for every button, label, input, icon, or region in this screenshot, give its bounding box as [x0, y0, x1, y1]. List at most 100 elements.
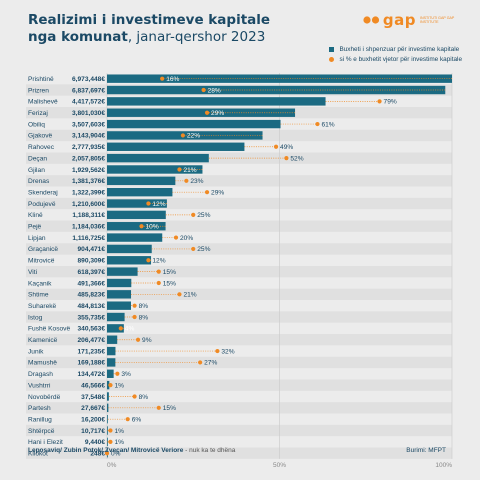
percent-dot [135, 337, 141, 342]
percent-label: 9% [142, 337, 152, 344]
category-label: Gjilan [28, 167, 45, 174]
category-label: Graçanicë [28, 246, 58, 253]
row-background [26, 265, 452, 278]
legend-bar-swatch [329, 47, 335, 52]
bar [107, 414, 108, 424]
amount-label: 485,823€ [77, 292, 105, 299]
amount-label: 37,548€ [81, 394, 105, 401]
footer-note-label: Leposaviq/ Zubin Potok/ Zveçan/ Mitrovic… [28, 447, 184, 454]
bar [107, 290, 132, 299]
bar [107, 346, 116, 356]
percent-label: 12% [152, 201, 165, 208]
percent-label: 20% [180, 235, 193, 242]
amount-label: 355,735€ [77, 314, 105, 321]
amount-label: 1,116,725€ [72, 235, 105, 242]
percent-label: 61% [321, 121, 334, 128]
percent-dot [108, 439, 113, 444]
percent-dot [156, 269, 161, 274]
bar [107, 278, 132, 288]
bar [107, 85, 446, 95]
amount-label: 3,507,603€ [72, 121, 105, 128]
category-label: Junik [28, 348, 44, 355]
percent-label: 32% [221, 348, 234, 355]
amount-label: 16,200€ [81, 416, 105, 423]
row-background [26, 197, 452, 210]
percent-label: 8% [139, 314, 149, 321]
category-label: Partesh [28, 405, 51, 412]
category-label: Skenderaj [28, 189, 58, 196]
percent-dot [146, 201, 151, 206]
percent-label: 29% [211, 110, 224, 117]
category-label: Ranillug [28, 416, 52, 423]
percent-dot [215, 348, 220, 354]
bar [107, 108, 296, 117]
category-label: Suharekë [28, 303, 57, 310]
percent-dot [104, 451, 110, 456]
percent-label: 21% [183, 292, 196, 299]
legend-bar-label: Buxheti i shpenzuar për investime kapita… [339, 46, 460, 53]
bar [107, 153, 209, 163]
percent-label: 8% [139, 394, 149, 401]
percent-dot [177, 292, 182, 297]
amount-label: 2,057,805€ [72, 155, 105, 162]
bar [107, 403, 109, 413]
percent-label: 25% [197, 246, 210, 253]
amount-label: 9,440€ [85, 439, 106, 446]
category-label: Podujevë [28, 201, 56, 208]
row-background [26, 175, 452, 187]
percent-dot [156, 280, 161, 286]
category-label: Shtërpcë [28, 428, 55, 435]
percent-label: 4% [125, 326, 135, 333]
bar [107, 222, 166, 231]
category-label: Obiliq [28, 121, 45, 128]
legend-item-bar: Buxheti i shpenzuar për investime kapita… [329, 46, 462, 53]
amount-label: 46,566€ [81, 382, 105, 389]
percent-label: 23% [190, 178, 203, 185]
percent-dot [180, 133, 185, 138]
category-label: Kllokot [28, 451, 48, 458]
legend-dot-swatch [329, 57, 335, 62]
amount-label: 618,397€ [77, 269, 105, 276]
category-label: Ferizaj [28, 110, 48, 117]
source-note: Burimi: MFPT [406, 447, 446, 454]
percent-label: 49% [280, 144, 293, 151]
amount-label: 169,188€ [77, 360, 105, 367]
bar [107, 335, 118, 344]
amount-label: 484,813€ [77, 303, 105, 310]
amount-label: 134,472€ [77, 371, 105, 378]
percent-label: 8% [139, 303, 149, 310]
percent-dot [108, 428, 113, 433]
amount-label: 248€ [90, 451, 105, 458]
percent-label: 27% [204, 360, 217, 367]
bar [107, 199, 167, 208]
amount-label: 904,471€ [77, 246, 105, 253]
percent-label: 10% [146, 224, 159, 231]
bar [107, 267, 138, 276]
x-tick-label: 100% [435, 462, 452, 469]
percent-label: 79% [384, 99, 397, 106]
row-background [26, 447, 452, 459]
legend-item-dot: si % e buxhetit vjetor për investime kap… [329, 56, 462, 63]
bar [107, 358, 116, 367]
percent-dot [191, 246, 196, 252]
row-background [26, 424, 452, 437]
category-label: Viti [28, 269, 38, 276]
gap-logo: gap Instituti GAP GAP Institute [363, 11, 460, 29]
amount-label: 340,563€ [77, 326, 105, 333]
percent-dot [156, 405, 161, 410]
bar [107, 142, 245, 151]
percent-dot [132, 303, 137, 308]
row-background [26, 288, 452, 300]
percent-dot [198, 360, 203, 365]
percent-dot [273, 144, 279, 149]
percent-dot [284, 156, 289, 161]
category-label: Mamushë [28, 360, 57, 367]
amount-label: 171,235€ [77, 348, 105, 355]
category-label: Shtime [28, 292, 49, 299]
percent-label: 1% [114, 428, 124, 435]
bar [107, 369, 114, 378]
category-label: Kaçanik [28, 280, 52, 287]
percent-dot [132, 314, 137, 320]
percent-dot [118, 326, 123, 331]
category-label: Lipjan [28, 235, 46, 242]
